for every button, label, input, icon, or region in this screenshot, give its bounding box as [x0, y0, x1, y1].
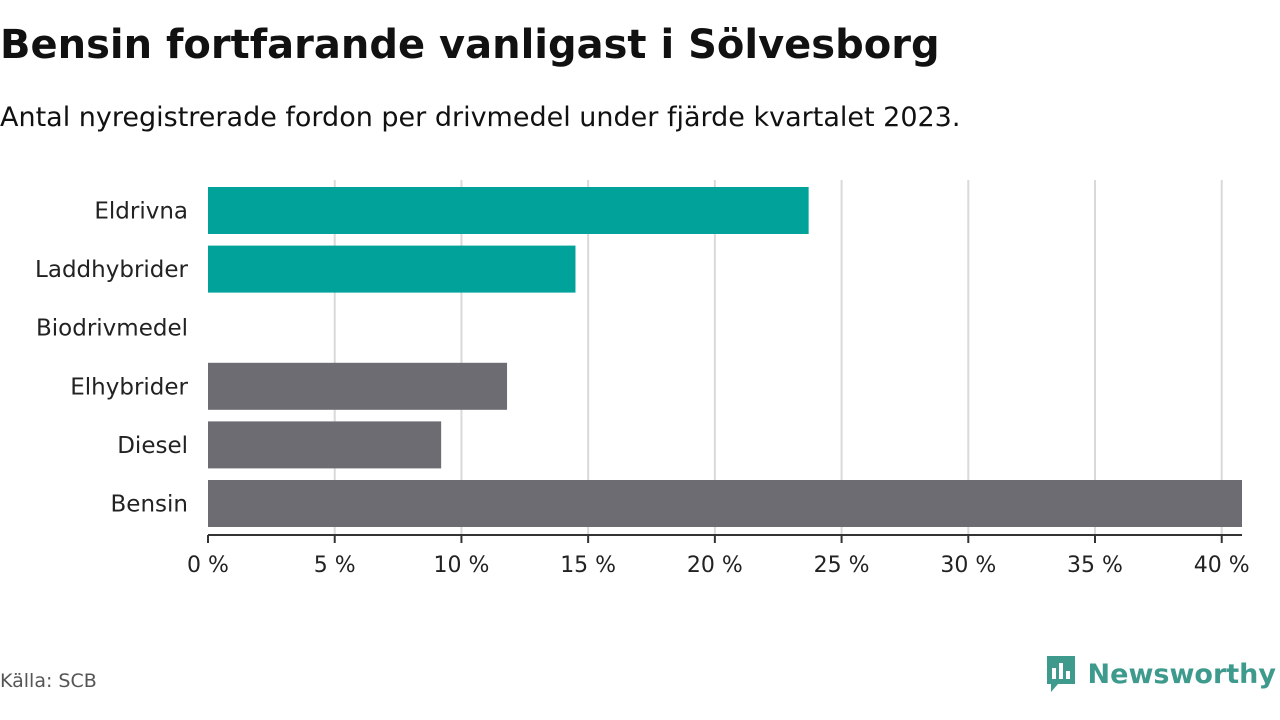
chart-title: Bensin fortfarande vanligast i Sölvesbor…: [0, 22, 940, 68]
x-tick-label: 5 %: [314, 553, 356, 578]
chart-subtitle: Antal nyregistrerade fordon per drivmede…: [0, 102, 961, 133]
bar-laddhybrider: [208, 245, 576, 293]
bar-diesel: [208, 421, 442, 469]
brand-name: Newsworthy: [1087, 658, 1276, 690]
category-label: Eldrivna: [94, 199, 188, 225]
category-label: Elhybrider: [70, 374, 188, 400]
x-tick-label: 30 %: [940, 553, 996, 578]
bar-elhybrider: [208, 362, 508, 410]
x-tick-label: 25 %: [814, 553, 870, 578]
brand-logo: Newsworthy: [1044, 654, 1276, 694]
newsworthy-logo-icon: [1046, 656, 1075, 692]
bar-bensin: [208, 480, 1242, 527]
x-tick-label: 10 %: [433, 553, 489, 578]
x-tick-label: 0 %: [187, 553, 229, 578]
category-label: Bensin: [111, 492, 188, 518]
x-tick-label: 20 %: [687, 553, 743, 578]
category-label: Diesel: [117, 433, 188, 459]
category-label: Laddhybrider: [35, 257, 188, 283]
category-label: Biodrivmedel: [36, 316, 188, 342]
source-note: Källa: SCB: [0, 670, 97, 692]
x-tick-label: 40 %: [1194, 553, 1250, 578]
x-tick-label: 15 %: [560, 553, 616, 578]
x-tick-label: 35 %: [1067, 553, 1123, 578]
bar-eldrivna: [208, 187, 809, 234]
